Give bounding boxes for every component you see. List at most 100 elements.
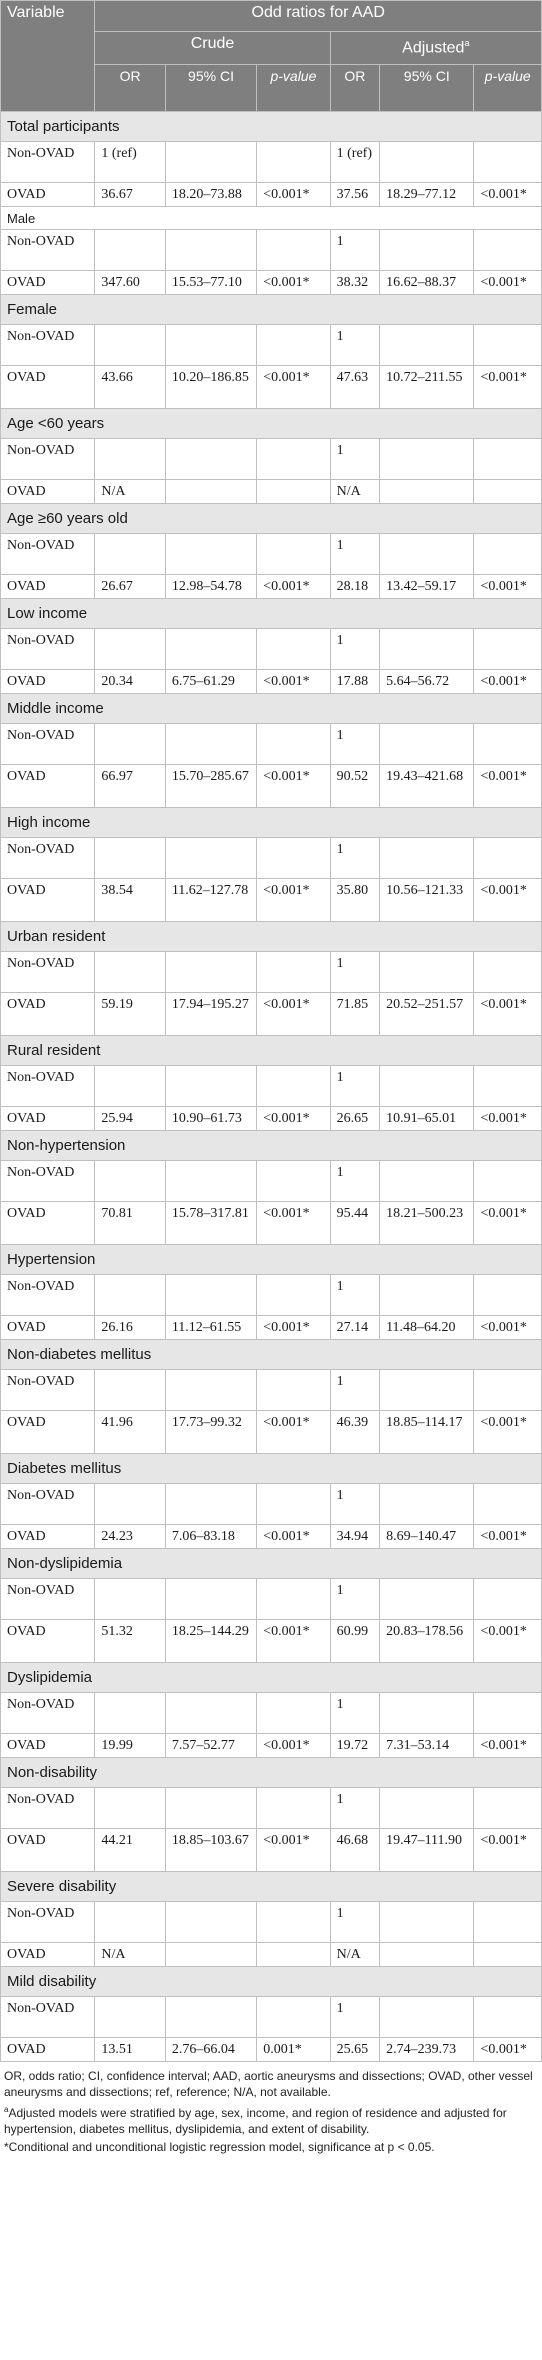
row-label: OVAD	[0, 574, 96, 599]
crude-p-cell: <0.001*	[256, 1524, 331, 1549]
crude-or-cell: 38.54	[94, 878, 166, 922]
adjusted-p-cell: <0.001*	[473, 1106, 542, 1131]
adjusted-ci-cell	[379, 837, 475, 879]
row-label: Non-OVAD	[0, 1692, 96, 1734]
crude-ci-cell: 7.06–83.18	[164, 1524, 258, 1549]
crude-or-cell	[94, 1065, 166, 1107]
crude-ci-cell	[164, 479, 258, 504]
adjusted-p-cell	[473, 1274, 542, 1316]
adjusted-or-cell: 1	[329, 1369, 381, 1411]
section-row: Middle income	[0, 693, 542, 724]
table-row: OVAD N/A N/A	[0, 479, 542, 504]
crude-or-cell: 1 (ref)	[94, 141, 166, 183]
adjusted-ci-cell: 2.74–239.73	[379, 2037, 475, 2062]
section-row: Non-hypertension	[0, 1130, 542, 1161]
section-title: Total participants	[0, 111, 542, 142]
crude-ci-cell: 15.78–317.81	[164, 1201, 258, 1245]
adjusted-or-cell: 1	[329, 324, 381, 366]
crude-ci-cell	[164, 438, 258, 480]
crude-or-cell: N/A	[94, 1942, 166, 1967]
adjusted-ci-cell	[379, 628, 475, 670]
crude-ci-cell: 10.90–61.73	[164, 1106, 258, 1131]
crude-p-cell	[256, 837, 331, 879]
section-row: Mild disability	[0, 1966, 542, 1997]
table-row: OVAD 66.97 15.70–285.67 <0.001* 90.52 19.43–4…	[0, 764, 542, 808]
table-footnotes: OR, odds ratio; CI, confidence interval;…	[0, 2062, 542, 2155]
crude-ci-cell: 12.98–54.78	[164, 574, 258, 599]
adjusted-ci-cell	[379, 1942, 475, 1967]
row-label: Non-OVAD	[0, 1483, 96, 1525]
adjusted-p-cell: <0.001*	[473, 1201, 542, 1245]
adjusted-ci-cell	[379, 1901, 475, 1943]
crude-or-header: OR	[94, 64, 166, 112]
crude-ci-cell	[164, 951, 258, 993]
crude-or-cell: 41.96	[94, 1410, 166, 1454]
adjusted-or-cell: 1	[329, 1578, 381, 1620]
row-label: OVAD	[0, 270, 96, 295]
adjusted-p-cell: <0.001*	[473, 764, 542, 808]
adjusted-or-cell: 27.14	[329, 1315, 381, 1340]
crude-p-cell	[256, 1578, 331, 1620]
crude-p-cell: <0.001*	[256, 270, 331, 295]
crude-p-cell	[256, 324, 331, 366]
crude-or-cell: 66.97	[94, 764, 166, 808]
adjusted-or-cell: 1	[329, 1160, 381, 1202]
table-row: OVAD 26.67 12.98–54.78 <0.001* 28.18 13.42–59…	[0, 574, 542, 599]
crude-ci-cell	[164, 1483, 258, 1525]
crude-ci-cell: 2.76–66.04	[164, 2037, 258, 2062]
adjusted-ci-cell: 18.21–500.23	[379, 1201, 475, 1245]
row-label: Non-OVAD	[0, 951, 96, 993]
crude-ci-cell	[164, 229, 258, 271]
adjusted-p-cell: <0.001*	[473, 270, 542, 295]
section-row: Female	[0, 294, 542, 325]
adjusted-p-cell	[473, 1942, 542, 1967]
adjusted-p-cell: <0.001*	[473, 1410, 542, 1454]
crude-or-cell: 20.34	[94, 669, 166, 694]
crude-header: Crude	[94, 31, 331, 65]
adjusted-p-cell	[473, 479, 542, 504]
crude-ci-cell	[164, 1369, 258, 1411]
adjusted-ci-cell	[379, 479, 475, 504]
section-row: Hypertension	[0, 1244, 542, 1275]
adjusted-or-cell: N/A	[329, 479, 381, 504]
crude-p-cell: <0.001*	[256, 764, 331, 808]
adjusted-or-cell: 1	[329, 1274, 381, 1316]
crude-ci-cell: 15.70–285.67	[164, 764, 258, 808]
adjusted-or-cell: 1	[329, 229, 381, 271]
crude-p-cell	[256, 628, 331, 670]
adjusted-p-cell	[473, 1996, 542, 2038]
adjusted-ci-cell	[379, 1160, 475, 1202]
crude-p-cell	[256, 229, 331, 271]
crude-p-cell: <0.001*	[256, 1410, 331, 1454]
crude-p-cell	[256, 533, 331, 575]
crude-ci-cell: 18.20–73.88	[164, 182, 258, 207]
row-label: Non-OVAD	[0, 1901, 96, 1943]
row-label: Non-OVAD	[0, 1065, 96, 1107]
adjusted-ci-cell: 8.69–140.47	[379, 1524, 475, 1549]
adjusted-ci-cell	[379, 438, 475, 480]
section-row: Rural resident	[0, 1035, 542, 1066]
adjusted-ci-cell	[379, 1065, 475, 1107]
row-label: OVAD	[0, 1828, 96, 1872]
adjusted-ci-cell	[379, 141, 475, 183]
adjusted-ci-cell: 7.31–53.14	[379, 1733, 475, 1758]
adjusted-or-cell: 71.85	[329, 992, 381, 1036]
adjusted-or-cell: 1 (ref)	[329, 141, 381, 183]
table-row: Non-OVAD 1	[0, 533, 542, 575]
adjusted-or-cell: 1	[329, 837, 381, 879]
crude-or-cell	[94, 1578, 166, 1620]
crude-or-cell: N/A	[94, 479, 166, 504]
adjusted-p-cell: <0.001*	[473, 1733, 542, 1758]
crude-ci-cell: 17.94–195.27	[164, 992, 258, 1036]
row-label: Non-OVAD	[0, 1160, 96, 1202]
adjusted-ci-cell: 13.42–59.17	[379, 574, 475, 599]
row-label: OVAD	[0, 182, 96, 207]
section-row: Male	[0, 206, 542, 230]
adjusted-p-cell	[473, 438, 542, 480]
row-label: Non-OVAD	[0, 723, 96, 765]
crude-or-cell: 43.66	[94, 365, 166, 409]
odds-ratio-table: Variable Odd ratios for AAD Crude Adjust…	[0, 0, 542, 2062]
adjusted-header: Adjusteda	[329, 31, 542, 65]
adjusted-or-cell: 28.18	[329, 574, 381, 599]
row-label: OVAD	[0, 1410, 96, 1454]
